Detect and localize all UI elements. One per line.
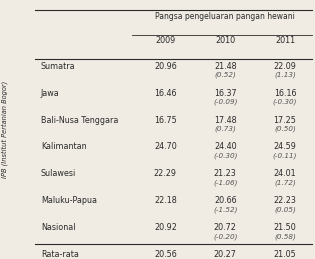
Text: 16.46: 16.46 [154,89,177,98]
Text: Kalimantan: Kalimantan [41,142,87,152]
Text: 22.09: 22.09 [274,62,296,71]
Text: 2011: 2011 [275,36,295,45]
Text: (-0.20): (-0.20) [213,233,238,240]
Text: 16.37: 16.37 [214,89,237,98]
Text: (0.52): (0.52) [214,71,236,78]
Text: 22.18: 22.18 [154,196,177,205]
Text: 24.59: 24.59 [274,142,296,152]
Text: 20.66: 20.66 [214,196,237,205]
Text: 20.92: 20.92 [154,223,177,232]
Text: Jawa: Jawa [41,89,60,98]
Text: 21.05: 21.05 [274,250,296,259]
Text: (0.05): (0.05) [274,206,296,213]
Text: (-1.06): (-1.06) [213,179,238,186]
Text: (-1.52): (-1.52) [213,206,238,213]
Text: 17.48: 17.48 [214,116,237,125]
Text: 20.72: 20.72 [214,223,237,232]
Text: 16.16: 16.16 [274,89,296,98]
Text: 21.50: 21.50 [274,223,296,232]
Text: (0.58): (0.58) [274,233,296,240]
Text: 24.70: 24.70 [154,142,177,152]
Text: 17.25: 17.25 [274,116,296,125]
Text: 2010: 2010 [215,36,235,45]
Text: (1.72): (1.72) [274,179,296,186]
Text: Nasional: Nasional [41,223,76,232]
Text: 22.23: 22.23 [274,196,296,205]
Text: (-0.11): (-0.11) [273,152,297,159]
Text: 20.56: 20.56 [154,250,177,259]
Text: Pangsa pengeluaran pangan hewani: Pangsa pengeluaran pangan hewani [155,12,295,21]
Text: (-0.30): (-0.30) [213,152,238,159]
Text: 24.01: 24.01 [274,169,296,178]
Text: (-0.09): (-0.09) [213,98,238,105]
Text: 20.27: 20.27 [214,250,237,259]
Text: 16.75: 16.75 [154,116,177,125]
Text: (-0.30): (-0.30) [273,98,297,105]
Text: 21.48: 21.48 [214,62,237,71]
Text: (0.50): (0.50) [274,125,296,132]
Text: Maluku-Papua: Maluku-Papua [41,196,97,205]
Text: 24.40: 24.40 [214,142,237,152]
Text: 20.96: 20.96 [154,62,177,71]
Text: IPB (Institut Pertanian Bogor): IPB (Institut Pertanian Bogor) [2,81,8,178]
Text: (1.13): (1.13) [274,71,296,78]
Text: 2009: 2009 [155,36,175,45]
Text: 22.29: 22.29 [154,169,177,178]
Text: Rata-rata: Rata-rata [41,250,79,259]
Text: Sumatra: Sumatra [41,62,76,71]
Text: Sulawesi: Sulawesi [41,169,76,178]
Text: (0.73): (0.73) [214,125,236,132]
Text: 21.23: 21.23 [214,169,237,178]
Text: Bali-Nusa Tenggara: Bali-Nusa Tenggara [41,116,118,125]
